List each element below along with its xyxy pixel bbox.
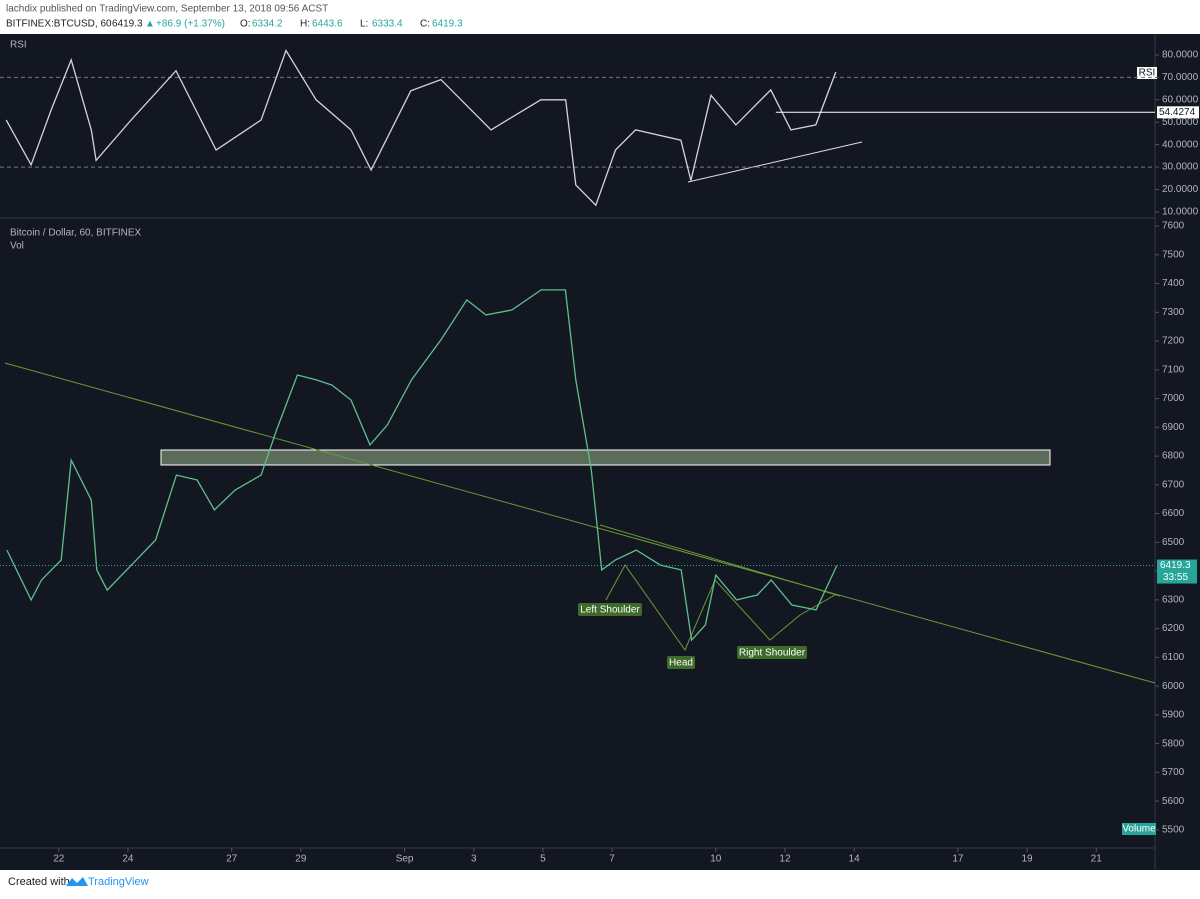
y-tick-label: 60.0000: [1162, 94, 1199, 105]
y-tick-label: 5900: [1162, 710, 1185, 721]
x-tick-label: 5: [540, 854, 546, 865]
series-line: [5, 49, 837, 207]
y-tick-label: 40.0000: [1162, 139, 1199, 150]
y-tick-label: 7100: [1162, 364, 1185, 375]
volume-label: Volume: [1122, 824, 1156, 835]
annotation: Head: [669, 658, 693, 669]
rsi-tag: [1137, 67, 1157, 79]
chart-bg: [0, 34, 1200, 870]
y-tick-label: 7200: [1162, 336, 1185, 347]
y-tick-label: 6300: [1162, 594, 1185, 605]
rsi-trend-line: [687, 141, 863, 183]
y-tick-label: 6100: [1162, 652, 1185, 663]
rsi-legend: RSI: [1139, 68, 1156, 79]
last: 6419.3: [112, 19, 143, 30]
y-tick-label: 5700: [1162, 767, 1185, 778]
y-tick-label: 5600: [1162, 796, 1185, 807]
y-tick-label: 6000: [1162, 681, 1185, 692]
footer-created: Created with: [8, 876, 70, 888]
price-title: Bitcoin / Dollar, 60, BITFINEX: [10, 228, 141, 239]
annotation-box: [667, 656, 695, 669]
annotation-box: [578, 603, 642, 616]
x-tick-label: 17: [952, 854, 964, 865]
x-tick-label: 21: [1091, 854, 1103, 865]
y-tick-label: 30.0000: [1162, 162, 1199, 173]
symbol: BITFINEX:BTCUSD, 60: [6, 19, 112, 30]
x-tick-label: 14: [849, 854, 861, 865]
level-label: 54.4274: [1159, 107, 1196, 118]
y-tick-label: 10.0000: [1162, 207, 1199, 218]
y-tick-label: 20.0000: [1162, 184, 1199, 195]
rsi-title: RSI: [10, 40, 27, 51]
y-tick-label: 70.0000: [1162, 72, 1199, 83]
ohlc-value: 6334.2: [252, 19, 283, 30]
y-tick-label: 7400: [1162, 278, 1185, 289]
x-tick-label: 24: [122, 854, 134, 865]
x-tick-label: 12: [779, 854, 791, 865]
annotation-box: [737, 646, 807, 659]
ohlc-value: 6419.3: [432, 19, 463, 30]
level-tag: [1157, 106, 1199, 119]
y-tick-label: 6800: [1162, 451, 1185, 462]
volume-tag: [1122, 823, 1156, 835]
y-tick-label: 6900: [1162, 422, 1185, 433]
annotation: Left Shoulder: [580, 605, 640, 616]
ohlc-label: C:: [420, 19, 430, 30]
support-zone: [160, 449, 1051, 466]
x-tick-label: 27: [226, 854, 238, 865]
y-tick-label: 7000: [1162, 393, 1185, 404]
y-tick-label: 7500: [1162, 249, 1185, 260]
y-tick-label: 7300: [1162, 307, 1185, 318]
x-tick-label: 29: [295, 854, 307, 865]
ohlc-label: O:: [240, 19, 251, 30]
x-tick-label: 22: [53, 854, 65, 865]
annotation: Right Shoulder: [739, 648, 806, 659]
neckline: [599, 524, 841, 597]
footer-brand: TradingView: [88, 876, 149, 888]
y-tick-label: 6200: [1162, 623, 1185, 634]
footer-bg: [0, 870, 1200, 894]
x-tick-label: 10: [710, 854, 722, 865]
y-tick-label: 6600: [1162, 508, 1185, 519]
y-tick-label: 6700: [1162, 479, 1185, 490]
y-tick-label: 5500: [1162, 825, 1185, 836]
logo: [66, 877, 88, 886]
y-tick-label: 80.0000: [1162, 50, 1199, 61]
y-tick-label: 7600: [1162, 221, 1185, 232]
ohlc-label: H:: [300, 19, 310, 30]
y-tick-label: 50.0000: [1162, 117, 1199, 128]
series-line: [6, 289, 838, 642]
published: lachdix published on TradingView.com, Se…: [6, 4, 328, 15]
x-tick-label: 19: [1021, 854, 1033, 865]
ohlc-label: L:: [360, 19, 368, 30]
countdown: 33:55: [1163, 572, 1188, 583]
vol-title: Vol: [10, 241, 24, 252]
y-tick-label: 5800: [1162, 738, 1185, 749]
trend-line: [4, 362, 1156, 684]
change: +86.9 (+1.37%): [156, 19, 225, 30]
ohlc-value: 6333.4: [372, 19, 403, 30]
last-price-label: 6419.3: [1160, 560, 1191, 571]
arrow: ▲: [145, 19, 155, 30]
y-tick-label: 6500: [1162, 537, 1185, 548]
x-tick-label: 7: [609, 854, 615, 865]
x-tick-label: 3: [471, 854, 477, 865]
ohlc-value: 6443.6: [312, 19, 343, 30]
header-bg: [0, 0, 1200, 34]
x-tick-label: Sep: [396, 854, 414, 865]
price-tag: [1157, 559, 1197, 584]
